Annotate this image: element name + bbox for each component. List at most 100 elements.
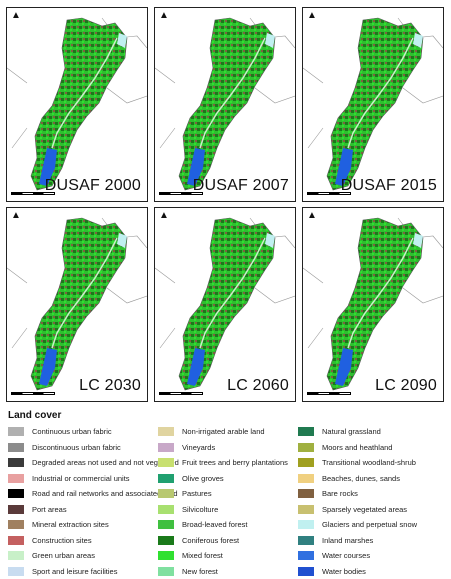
panel-label: LC 2090 (375, 377, 437, 395)
legend-label: Degraded areas not used and not vegetate… (32, 458, 179, 467)
legend-swatch (8, 458, 24, 467)
legend-item: Port areas (8, 502, 179, 518)
legend-item: Pastures (158, 486, 288, 502)
legend-item: Continuous urban fabric (8, 424, 179, 440)
panel-label: LC 2030 (79, 377, 141, 395)
legend-item: Road and rail networks and associated la… (8, 486, 179, 502)
legend-label: Fruit trees and berry plantations (182, 458, 288, 467)
land-cover-map (7, 208, 148, 402)
map-panel: ▲ LC 2060 (154, 207, 296, 402)
legend-swatch (298, 443, 314, 452)
legend-swatch (8, 489, 24, 498)
legend-label: Vineyards (182, 443, 215, 452)
legend-label: Discontinuous urban fabric (32, 443, 121, 452)
legend-item: Inland marshes (298, 533, 417, 549)
panel-label: DUSAF 2007 (193, 177, 289, 195)
legend-label: Pastures (182, 489, 212, 498)
scale-bar (307, 392, 351, 395)
legend-item: Vineyards (158, 440, 288, 456)
legend-label: Water bodies (322, 567, 366, 576)
legend-label: Non-irrigated arable land (182, 427, 265, 436)
legend-swatch (158, 458, 174, 467)
legend-item: New forest (158, 564, 288, 579)
legend-item: Non-irrigated arable land (158, 424, 288, 440)
legend-item: Natural grassland (298, 424, 417, 440)
map-panel: ▲ DUSAF 2000 (6, 7, 148, 202)
land-cover-map (303, 208, 444, 402)
legend-column: Natural grassland Moors and heathland Tran… (298, 424, 417, 579)
north-arrow-icon: ▲ (307, 211, 317, 221)
north-arrow-icon: ▲ (307, 11, 317, 21)
legend-item: Mixed forest (158, 548, 288, 564)
legend-item: Broad-leaved forest (158, 517, 288, 533)
legend-swatch (8, 443, 24, 452)
legend-label: Inland marshes (322, 536, 373, 545)
north-arrow-icon: ▲ (11, 11, 21, 21)
scale-bar (11, 392, 55, 395)
land-cover-map (155, 208, 296, 402)
legend-item: Beaches, dunes, sands (298, 471, 417, 487)
legend-swatch (298, 505, 314, 514)
legend-swatch (8, 520, 24, 529)
legend-swatch (158, 567, 174, 576)
legend-label: Glaciers and perpetual snow (322, 520, 417, 529)
legend-item: Water courses (298, 548, 417, 564)
legend-label: Beaches, dunes, sands (322, 474, 400, 483)
legend-label: Green urban areas (32, 551, 95, 560)
legend-label: Mixed forest (182, 551, 223, 560)
legend-label: Transitional woodland-shrub (322, 458, 416, 467)
map-panel: ▲ DUSAF 2015 (302, 7, 444, 202)
map-panel: ▲ LC 2090 (302, 207, 444, 402)
legend-title: Land cover (8, 410, 61, 421)
legend-swatch (158, 520, 174, 529)
legend-item: Water bodies (298, 564, 417, 579)
legend-swatch (298, 489, 314, 498)
legend-swatch (8, 551, 24, 560)
legend-label: Sparsely vegetated areas (322, 505, 407, 514)
legend-swatch (298, 536, 314, 545)
legend-swatch (298, 551, 314, 560)
legend-label: Broad-leaved forest (182, 520, 247, 529)
legend-label: Silvicolture (182, 505, 218, 514)
panel-label: LC 2060 (227, 377, 289, 395)
north-arrow-icon: ▲ (159, 211, 169, 221)
legend-swatch (158, 505, 174, 514)
legend-column: Continuous urban fabric Discontinuous urb… (8, 424, 179, 579)
north-arrow-icon: ▲ (11, 211, 21, 221)
land-cover-map (303, 8, 444, 202)
land-cover-map (7, 8, 148, 202)
legend-label: Port areas (32, 505, 67, 514)
legend-label: Water courses (322, 551, 370, 560)
legend-swatch (298, 427, 314, 436)
legend-item: Green urban areas (8, 548, 179, 564)
legend-swatch (8, 505, 24, 514)
legend-item: Discontinuous urban fabric (8, 440, 179, 456)
legend-swatch (298, 520, 314, 529)
legend-item: Degraded areas not used and not vegetate… (8, 455, 179, 471)
legend-swatch (158, 551, 174, 560)
legend-swatch (8, 474, 24, 483)
legend-label: Road and rail networks and associated la… (32, 489, 178, 498)
legend-swatch (158, 474, 174, 483)
legend-column: Non-irrigated arable land Vineyards Fruit … (158, 424, 288, 579)
legend-label: Moors and heathland (322, 443, 392, 452)
legend-item: Sparsely vegetated areas (298, 502, 417, 518)
legend-label: Bare rocks (322, 489, 358, 498)
legend-item: Silvicolture (158, 502, 288, 518)
legend-item: Glaciers and perpetual snow (298, 517, 417, 533)
legend-item: Construction sites (8, 533, 179, 549)
legend-label: Continuous urban fabric (32, 427, 112, 436)
legend-label: Sport and leisure facilities (32, 567, 117, 576)
legend-item: Coniferous forest (158, 533, 288, 549)
legend-item: Mineral extraction sites (8, 517, 179, 533)
legend-swatch (298, 474, 314, 483)
legend-swatch (8, 427, 24, 436)
legend-item: Transitional woodland-shrub (298, 455, 417, 471)
legend-swatch (158, 427, 174, 436)
north-arrow-icon: ▲ (159, 11, 169, 21)
panel-label: DUSAF 2015 (341, 177, 437, 195)
panel-label: DUSAF 2000 (45, 177, 141, 195)
legend-item: Olive groves (158, 471, 288, 487)
legend-label: Mineral extraction sites (32, 520, 109, 529)
legend-item: Bare rocks (298, 486, 417, 502)
